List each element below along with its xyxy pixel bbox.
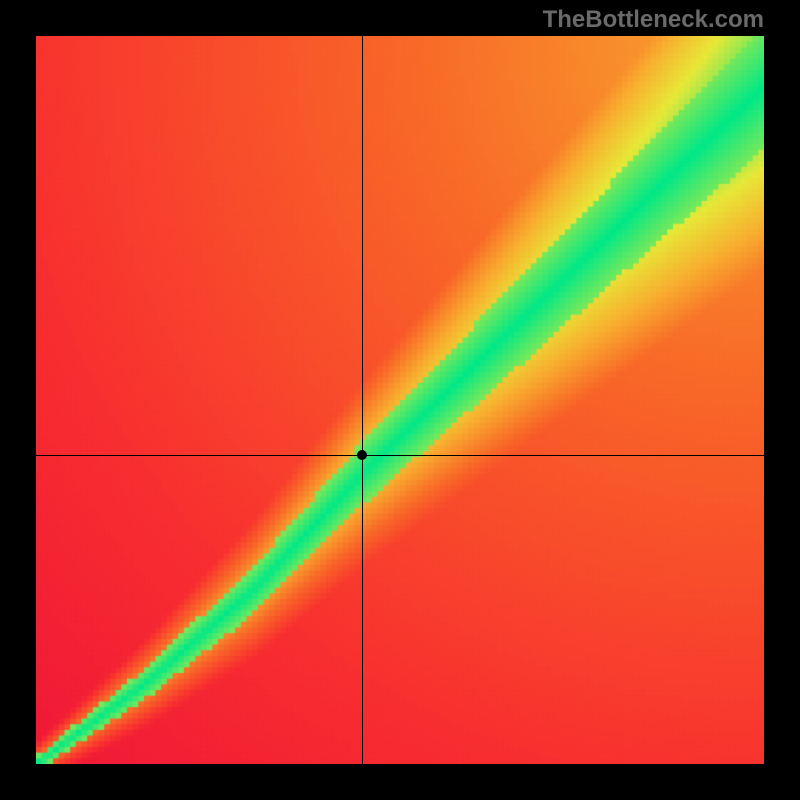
crosshair-vertical: [362, 36, 363, 764]
watermark-text: TheBottleneck.com: [543, 6, 764, 34]
heatmap-plot: [36, 36, 764, 764]
heatmap-canvas: [36, 36, 764, 764]
crosshair-horizontal: [36, 455, 764, 456]
selection-marker: [357, 450, 367, 460]
